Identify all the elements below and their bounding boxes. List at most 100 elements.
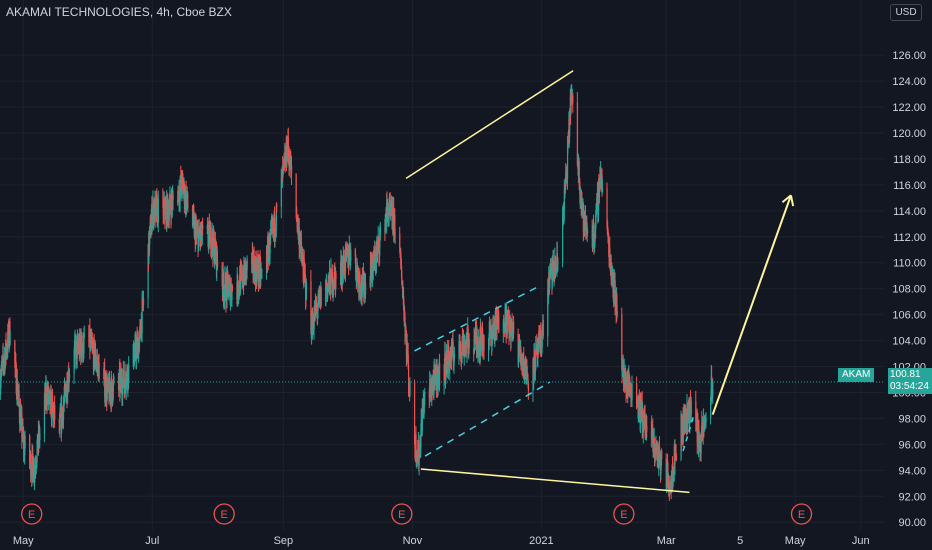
candle-body bbox=[275, 205, 278, 226]
candle-body bbox=[448, 351, 450, 360]
candle-body bbox=[488, 331, 490, 340]
candle-body bbox=[154, 198, 156, 221]
candle-body bbox=[675, 458, 678, 460]
candle-body bbox=[21, 415, 23, 439]
candle-body bbox=[657, 450, 660, 466]
candle-body bbox=[295, 173, 297, 212]
candle-body bbox=[261, 270, 263, 272]
candle-body bbox=[630, 389, 632, 394]
candle-body bbox=[141, 301, 143, 334]
earnings-marker[interactable]: E bbox=[790, 503, 813, 525]
candle-body bbox=[579, 182, 581, 195]
candle-body bbox=[168, 210, 170, 221]
candle-body bbox=[230, 285, 232, 296]
candle-body bbox=[17, 396, 19, 398]
earnings-marker[interactable]: E bbox=[613, 503, 635, 525]
candle-body bbox=[39, 433, 41, 441]
candle-body bbox=[270, 230, 272, 238]
price-axis[interactable]: 90.0092.0094.0096.0098.00100.00102.00104… bbox=[892, 50, 926, 529]
candle-body bbox=[625, 371, 627, 389]
candle-body bbox=[134, 340, 136, 354]
candle-body bbox=[690, 401, 692, 415]
bar-countdown: 03:54:24 bbox=[890, 381, 929, 392]
candle-body bbox=[439, 362, 441, 386]
candle-body bbox=[43, 400, 46, 434]
candle-body bbox=[49, 393, 52, 407]
candle-body bbox=[371, 254, 373, 268]
earnings-marker-label: E bbox=[28, 509, 35, 521]
candle-body bbox=[570, 91, 572, 114]
candle-body bbox=[495, 315, 497, 333]
candle-body bbox=[209, 231, 211, 245]
candle-body bbox=[216, 261, 219, 268]
currency-button[interactable]: USD bbox=[890, 4, 922, 21]
candle-body bbox=[344, 257, 346, 271]
candle-body bbox=[34, 466, 36, 474]
price-tick-label: 116.00 bbox=[893, 180, 926, 192]
candle-body bbox=[9, 341, 11, 344]
candle-body bbox=[506, 318, 508, 335]
candle-body bbox=[230, 291, 232, 303]
candle-body bbox=[198, 226, 200, 235]
last-price-value: 100.81 bbox=[890, 369, 921, 380]
candle-body bbox=[305, 278, 307, 300]
candle-body bbox=[224, 275, 226, 291]
candle-body bbox=[181, 175, 183, 188]
candle-body bbox=[572, 95, 574, 103]
candle-body bbox=[95, 349, 97, 365]
earnings-marker-circle bbox=[613, 503, 635, 525]
candle-body bbox=[697, 419, 699, 436]
candle-body bbox=[221, 267, 223, 285]
price-tick-label: 94.00 bbox=[898, 465, 926, 477]
candle-body bbox=[436, 366, 439, 390]
last-price-label: 100.81 03:54:24 bbox=[888, 368, 932, 394]
candle-body bbox=[106, 387, 108, 400]
price-tick-label: 104.00 bbox=[892, 336, 926, 348]
price-tick-label: 106.00 bbox=[892, 310, 926, 322]
candle-body bbox=[104, 369, 106, 397]
candle-body bbox=[700, 442, 702, 453]
candle-body bbox=[422, 401, 424, 412]
candle-body bbox=[110, 378, 113, 404]
price-tick-label: 96.00 bbox=[898, 439, 926, 451]
candle-body bbox=[8, 325, 10, 344]
candle-body bbox=[98, 362, 100, 379]
projection-arrow-head bbox=[781, 194, 792, 204]
candle-body bbox=[705, 417, 707, 423]
candle-body bbox=[113, 377, 115, 382]
candle-body bbox=[361, 273, 364, 295]
candle-body bbox=[334, 272, 336, 277]
earnings-marker[interactable]: E bbox=[213, 503, 235, 525]
candle-body bbox=[451, 341, 453, 356]
candle-body bbox=[81, 349, 83, 356]
candle-body bbox=[326, 283, 328, 287]
upper-trendline bbox=[405, 70, 574, 180]
candle-body bbox=[527, 383, 530, 391]
candle-body bbox=[436, 377, 438, 390]
candle-body bbox=[133, 354, 135, 364]
channel-upper-line bbox=[414, 285, 540, 352]
chart-title: AKAMAI TECHNOLOGIES, 4h, Cboe BZX bbox=[6, 5, 232, 19]
candle-body bbox=[244, 262, 247, 279]
candle-body bbox=[59, 416, 61, 430]
candle-body bbox=[104, 391, 106, 397]
candle-body bbox=[187, 204, 189, 208]
candle-body bbox=[171, 195, 174, 208]
candle-body bbox=[239, 269, 242, 294]
candle-body bbox=[557, 262, 559, 264]
price-tick-label: 90.00 bbox=[898, 517, 926, 529]
candle-body bbox=[394, 232, 396, 234]
earnings-marker[interactable]: E bbox=[21, 503, 43, 525]
candle-body bbox=[183, 183, 186, 205]
candle-body bbox=[394, 214, 396, 233]
time-axis[interactable]: May Jul Sep Nov 2021 Mar 5 May Jun bbox=[13, 535, 870, 547]
candle-body bbox=[228, 282, 230, 292]
candle-body bbox=[408, 365, 410, 386]
candle-body bbox=[202, 225, 204, 229]
earnings-marker[interactable]: E bbox=[391, 503, 413, 525]
candle-body bbox=[513, 321, 515, 334]
lower-trendline bbox=[420, 468, 690, 494]
candle-body bbox=[177, 190, 179, 203]
candle-body bbox=[355, 254, 357, 272]
